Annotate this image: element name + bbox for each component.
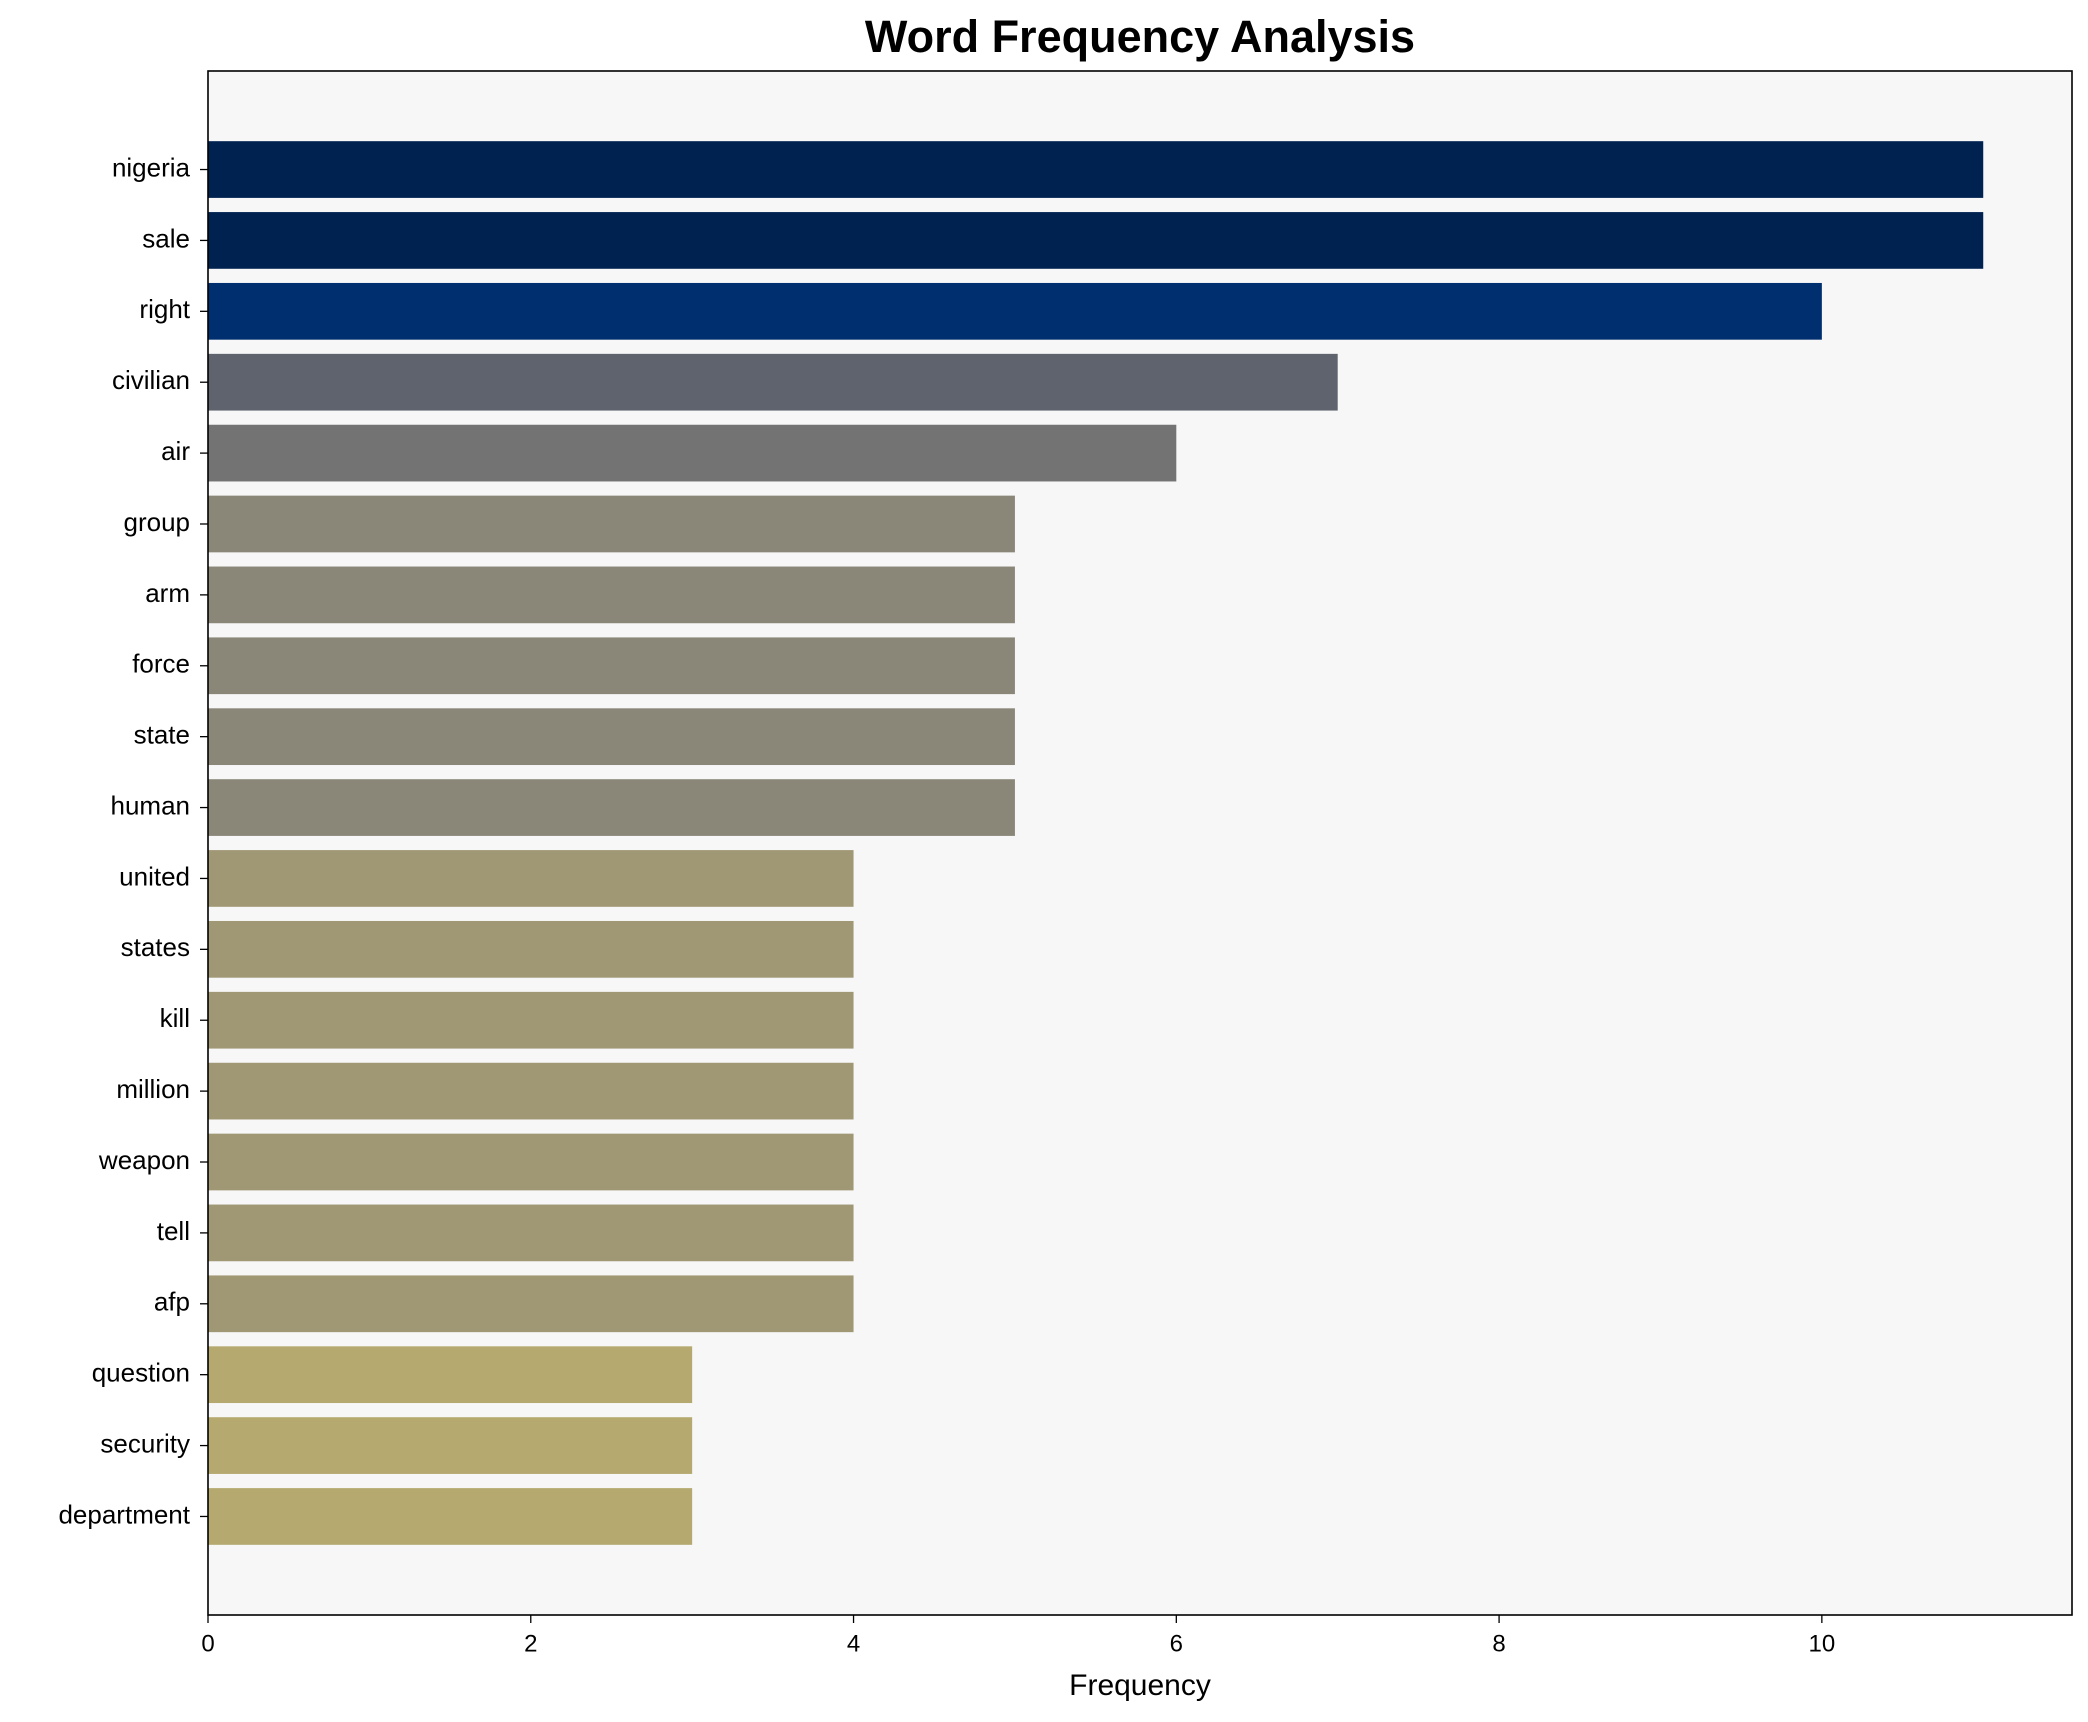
x-axis-label: Frequency	[1069, 1669, 1211, 1702]
y-tick-label: states	[121, 932, 190, 962]
bar	[208, 991, 854, 1049]
y-tick-label: civilian	[112, 365, 190, 395]
y-tick-label: security	[100, 1428, 190, 1458]
bar	[208, 850, 854, 907]
y-tick-label: air	[161, 436, 190, 466]
bar	[208, 1062, 854, 1120]
chart-title: Word Frequency Analysis	[865, 11, 1415, 62]
y-tick-label: right	[139, 294, 190, 324]
y-tick-label: million	[116, 1074, 190, 1104]
bar	[208, 779, 1015, 836]
y-tick-label: arm	[145, 578, 190, 608]
bar	[208, 1488, 693, 1545]
bar	[208, 1275, 854, 1333]
y-tick-label: question	[92, 1358, 190, 1388]
y-tick-label: afp	[154, 1287, 190, 1317]
x-tick-label: 10	[1809, 1630, 1836, 1657]
bar	[208, 1133, 854, 1191]
bar	[208, 920, 854, 978]
y-tick-label: weapon	[98, 1145, 190, 1175]
bar	[208, 282, 1822, 340]
x-tick-label: 4	[847, 1630, 860, 1657]
y-tick-label: kill	[160, 1003, 190, 1033]
y-tick-label: force	[132, 649, 190, 679]
y-tick-label: tell	[157, 1216, 190, 1246]
bar	[208, 1204, 854, 1262]
bar	[208, 141, 1984, 198]
bar	[208, 353, 1338, 411]
bar	[208, 424, 1177, 482]
y-tick-label: united	[119, 861, 190, 891]
y-tick-label: sale	[142, 223, 190, 253]
bar	[208, 637, 1015, 695]
x-tick-label: 2	[524, 1630, 537, 1657]
x-tick-label: 8	[1492, 1630, 1505, 1657]
bar	[208, 708, 1015, 766]
bar	[208, 566, 1015, 624]
y-tick-label: group	[124, 507, 191, 537]
bar	[208, 1417, 693, 1474]
axes-frame	[207, 70, 2073, 1616]
y-tick-label: human	[111, 790, 191, 820]
y-tick-label: department	[58, 1499, 190, 1529]
bar	[208, 212, 1984, 269]
y-tick-label: nigeria	[112, 152, 191, 182]
bar	[208, 1346, 693, 1404]
y-tick-label: state	[134, 720, 190, 750]
x-tick-label: 6	[1170, 1630, 1183, 1657]
x-tick-label: 0	[201, 1630, 214, 1657]
bar	[208, 495, 1015, 553]
